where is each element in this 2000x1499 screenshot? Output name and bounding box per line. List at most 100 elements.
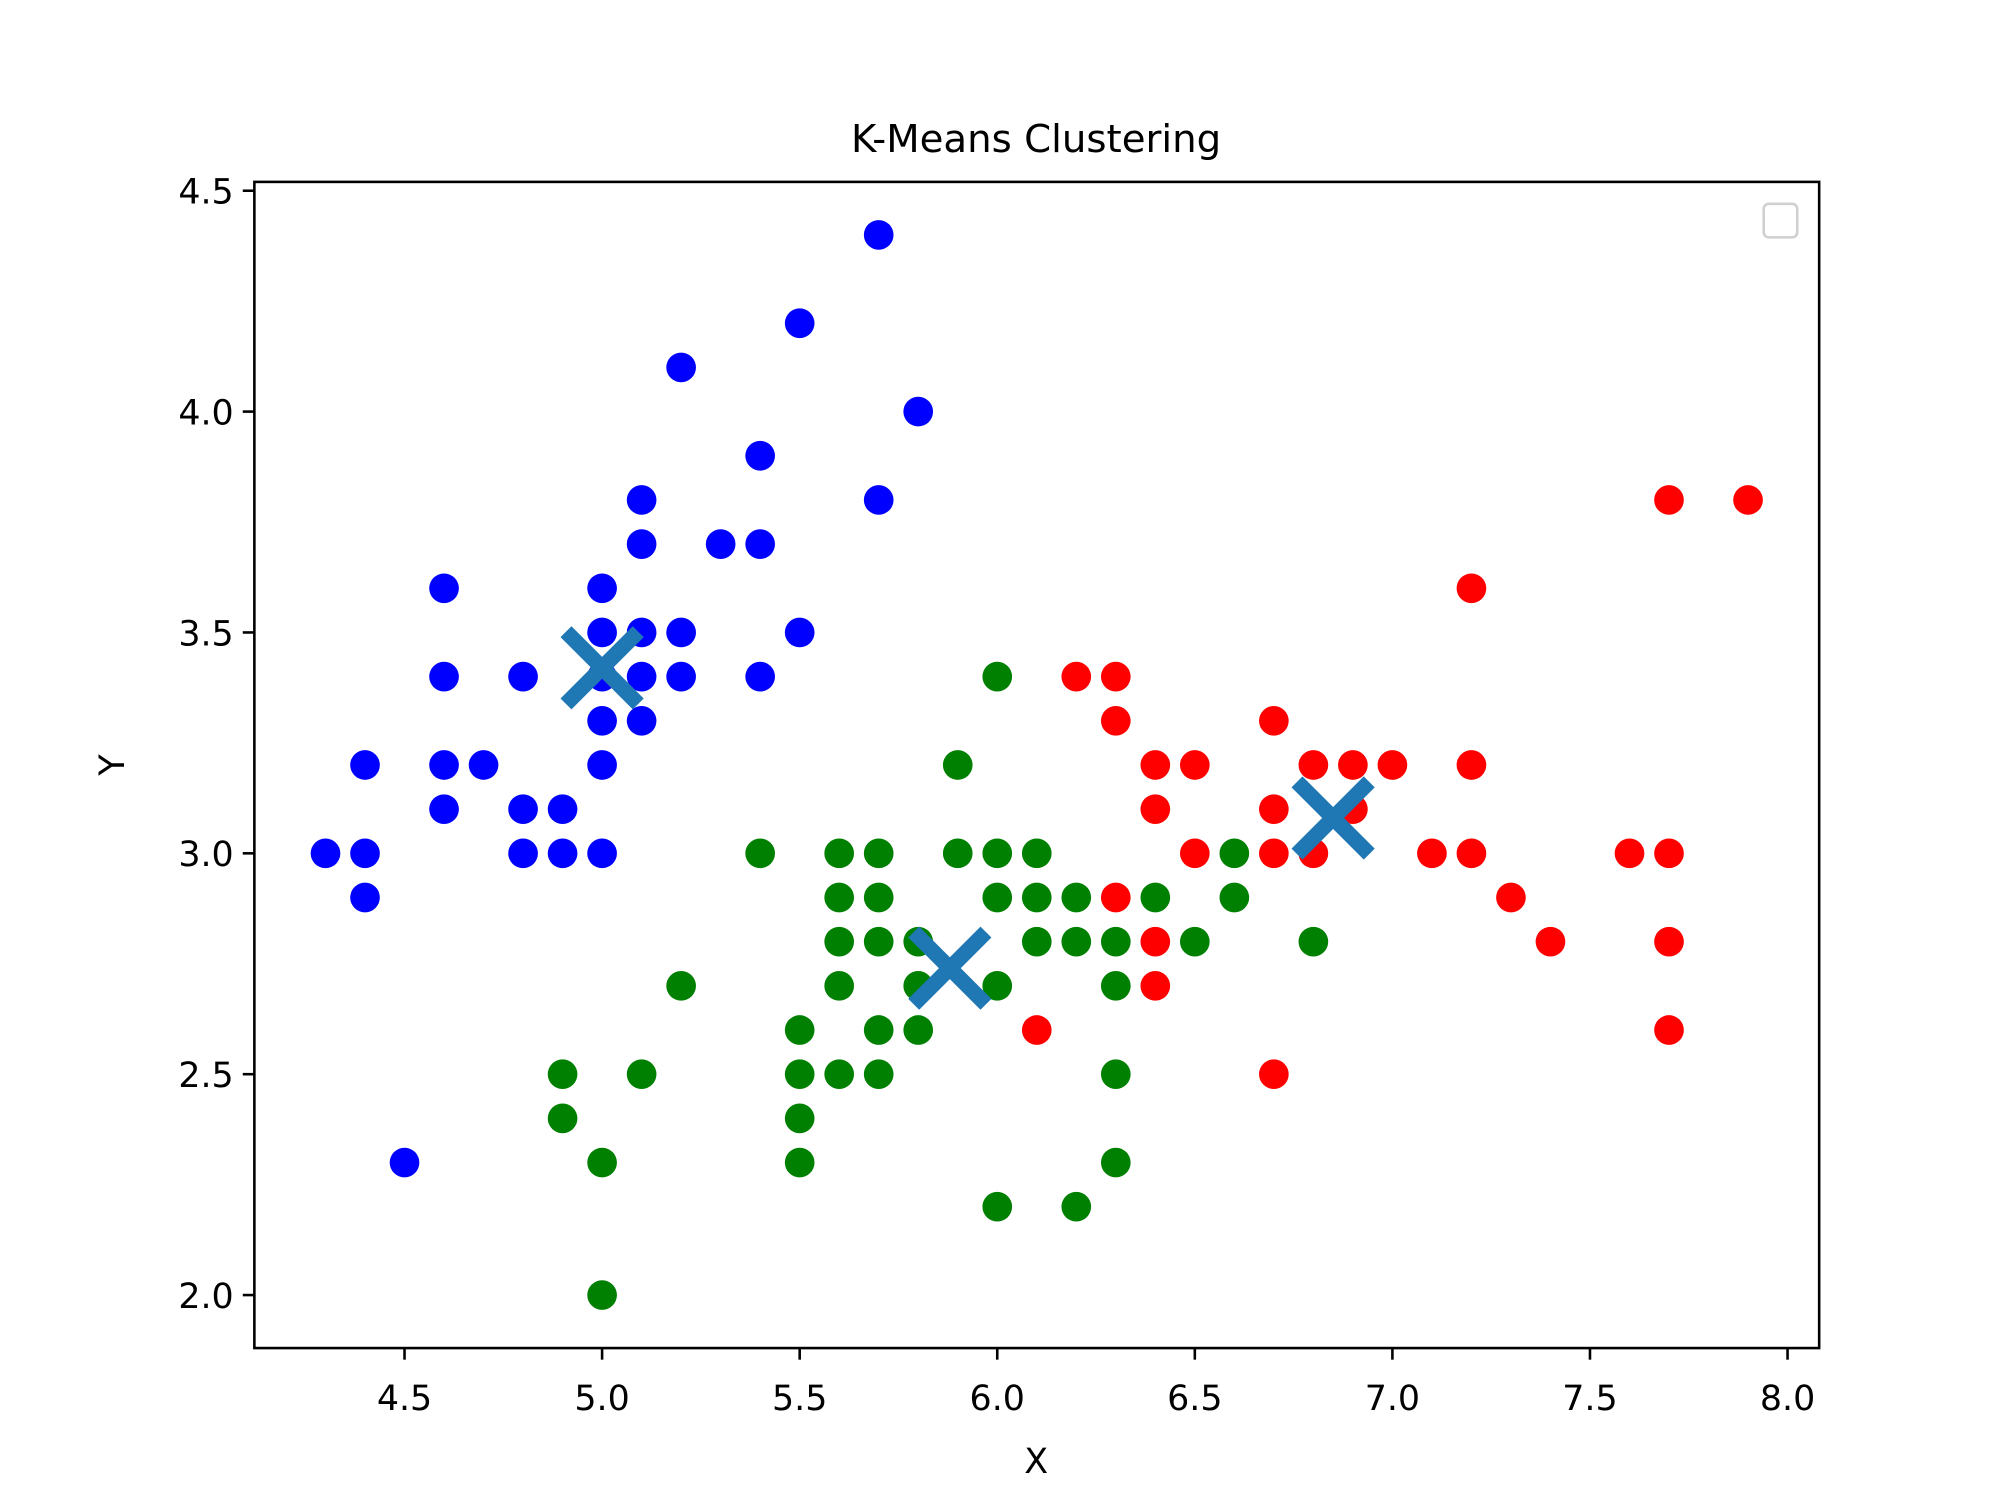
data-point: [1259, 1059, 1289, 1090]
data-point: [1259, 794, 1289, 824]
data-point: [863, 838, 894, 869]
centroid-x-marker: [1291, 776, 1375, 860]
data-point: [1021, 838, 1052, 869]
x-axis-ticks: 4.5 5.0 5.5 6.0 6.5 7.0 7.5 8.0: [377, 1348, 1815, 1419]
data-point: [626, 529, 657, 559]
x-tick-label: 6.0: [970, 1379, 1025, 1419]
centroid-markers: [560, 626, 1375, 1010]
data-point: [863, 485, 894, 515]
data-point: [587, 750, 617, 780]
data-point: [705, 529, 736, 559]
centroid-x-marker: [908, 926, 992, 1010]
data-point: [1219, 838, 1250, 869]
data-point: [587, 705, 617, 736]
data-point: [1140, 794, 1171, 824]
data-point: [1100, 705, 1131, 736]
data-point: [1061, 1191, 1092, 1222]
x-tick-label: 5.0: [574, 1379, 629, 1419]
data-point: [350, 750, 380, 780]
data-point: [1259, 705, 1289, 736]
data-point: [784, 617, 815, 648]
data-point: [587, 838, 617, 869]
data-point: [784, 308, 815, 339]
data-point: [1179, 838, 1210, 869]
axes-frame: [253, 180, 1821, 1350]
data-point: [745, 838, 775, 869]
y-tick-label: 3.5: [178, 614, 233, 654]
data-point: [1338, 750, 1368, 780]
data-point: [1733, 485, 1763, 515]
y-tick-label: 4.0: [178, 393, 233, 433]
data-point: [1021, 882, 1052, 913]
data-point: [863, 926, 894, 957]
data-point: [1100, 971, 1131, 1001]
data-point: [784, 1103, 815, 1134]
data-point: [982, 882, 1013, 913]
data-point: [587, 617, 617, 648]
data-point: [429, 661, 459, 692]
y-tick-label: 3.0: [178, 835, 233, 875]
data-point: [1021, 926, 1052, 957]
data-point: [626, 1059, 657, 1090]
x-tick-label: 5.5: [772, 1379, 827, 1419]
data-point: [784, 1147, 815, 1178]
data-point: [745, 529, 775, 559]
data-point: [1061, 882, 1092, 913]
data-point: [666, 661, 696, 692]
legend-box: [1762, 202, 1799, 239]
data-point: [982, 971, 1013, 1001]
data-point: [1140, 971, 1171, 1001]
data-point: [1654, 485, 1684, 515]
data-point: [903, 1015, 934, 1045]
data-point: [1179, 750, 1210, 780]
data-point: [310, 838, 341, 869]
y-tick-label: 2.0: [178, 1277, 233, 1317]
data-point: [508, 794, 538, 824]
data-point: [863, 882, 894, 913]
data-point: [508, 838, 538, 869]
data-point: [1219, 882, 1250, 913]
data-point: [350, 838, 380, 869]
data-point: [587, 1147, 617, 1178]
x-tick-label: 4.5: [377, 1379, 432, 1419]
data-point: [468, 750, 499, 780]
x-tick-label: 6.5: [1167, 1379, 1222, 1419]
data-point: [1140, 882, 1171, 913]
data-point: [824, 926, 855, 957]
y-axis-ticks: 2.0 2.5 3.0 3.5 4.0 4.5: [178, 173, 255, 1317]
data-point: [863, 220, 894, 250]
data-point: [1654, 926, 1684, 957]
data-point: [1259, 838, 1289, 869]
data-point: [666, 352, 696, 383]
data-point: [350, 882, 380, 913]
data-point: [1061, 926, 1092, 957]
data-point: [824, 971, 855, 1001]
data-point: [982, 838, 1013, 869]
data-point: [1100, 661, 1131, 692]
data-point: [784, 1059, 815, 1090]
data-point: [1100, 1147, 1131, 1178]
data-point: [824, 838, 855, 869]
chart-title: K-Means Clustering: [851, 117, 1221, 162]
data-point: [1021, 1015, 1052, 1045]
data-point: [1377, 750, 1408, 780]
data-point: [626, 705, 657, 736]
data-point: [626, 485, 657, 515]
data-point: [666, 617, 696, 648]
data-point: [587, 573, 617, 604]
data-point: [429, 573, 459, 604]
data-point: [1654, 838, 1684, 869]
data-point: [1298, 750, 1329, 780]
data-point: [508, 661, 538, 692]
y-tick-label: 2.5: [178, 1056, 233, 1096]
data-point: [745, 661, 775, 692]
data-point: [745, 440, 775, 471]
data-point: [942, 750, 973, 780]
data-point: [1100, 926, 1131, 957]
data-point: [784, 1015, 815, 1045]
data-point: [1456, 573, 1487, 604]
data-point: [1535, 926, 1566, 957]
data-point: [1061, 661, 1092, 692]
data-point: [1614, 838, 1645, 869]
